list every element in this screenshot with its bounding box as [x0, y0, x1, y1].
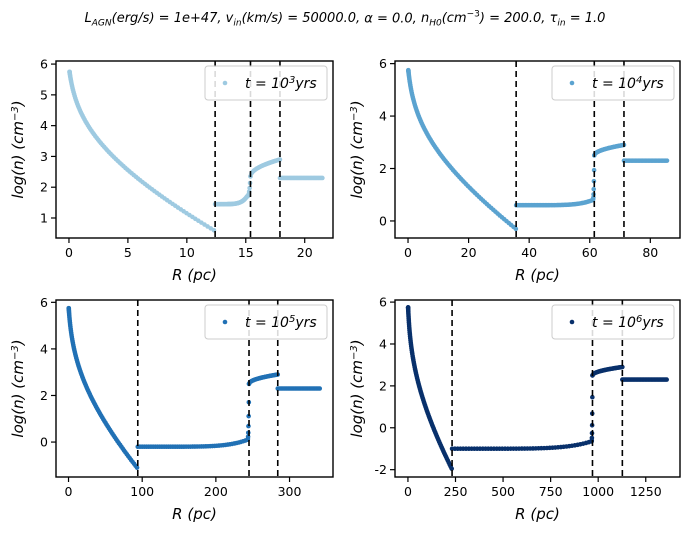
y-axis-label: log(n) (cm−3) — [9, 339, 27, 437]
title-n-h0: nH0(cm−3) = 200.0, — [420, 10, 550, 29]
x-tick-label: 0 — [65, 484, 73, 499]
panel-4: 0 250 500 750 1000 1250 -2 0 2 4 6 R (pc) log(n) (cm… — [348, 295, 681, 523]
legend-box — [204, 65, 328, 101]
x-tick-label: 0 — [404, 245, 412, 260]
panel-1: 0 5 10 15 20 1 2 3 4 5 6 R (pc) log(n) (cm−3) t = 103… — [9, 57, 334, 284]
panel-2: 0 20 40 60 80 0 2 4 6 R (pc) log(n) (cm−3) t = 104y… — [348, 56, 681, 284]
data-point — [591, 186, 597, 192]
y-axis-label: log(n) (cm−3) — [348, 100, 366, 198]
y-tick-label: 0 — [379, 420, 387, 435]
x-tick-label: 10 — [179, 245, 195, 260]
x-axis-label: R (pc) — [172, 505, 217, 523]
y-tick-label: 2 — [40, 180, 48, 195]
data-points — [66, 305, 323, 470]
data-point — [664, 158, 670, 163]
x-tick-label: 20 — [297, 245, 313, 260]
y-tick-label: 6 — [379, 56, 387, 71]
y-tick-label: 2 — [379, 161, 387, 176]
legend-box — [204, 304, 328, 340]
y-tick-label: 3 — [40, 149, 48, 164]
y-tick-label: 2 — [379, 378, 387, 393]
legend-label: t = 103yrs — [245, 75, 317, 93]
legend: t = 103yrs — [204, 65, 328, 101]
legend-label: t = 105yrs — [245, 314, 317, 332]
legend-marker — [222, 80, 228, 86]
figure-title: LAGN(erg/s) = 1e+47, vin(km/s) = 50000.0… — [0, 10, 690, 29]
x-tick-label: 250 — [444, 484, 468, 499]
x-tick-label: 40 — [521, 245, 537, 260]
x-axis-label: R (pc) — [515, 505, 560, 523]
y-tick-label: 6 — [40, 295, 48, 310]
axes-frame — [394, 299, 681, 478]
x-tick-label: 0 — [404, 484, 412, 499]
x-tick-label: 20 — [461, 245, 477, 260]
legend-marker — [569, 80, 575, 86]
legend-label: t = 104yrs — [592, 75, 664, 93]
data-point — [134, 465, 140, 470]
data-point — [513, 226, 519, 232]
x-tick-label: 80 — [642, 245, 658, 260]
data-points — [67, 69, 325, 233]
x-tick-label: 0 — [65, 245, 73, 260]
data-point — [591, 167, 597, 173]
legend: t = 104yrs — [551, 65, 675, 101]
y-tick-label: -2 — [375, 462, 387, 477]
data-point — [589, 435, 595, 441]
data-point — [620, 364, 625, 370]
title-l-agn: LAGN(erg/s) = 1e+47, — [84, 11, 226, 29]
y-axis-label: log(n) (cm−3) — [9, 100, 27, 198]
data-point — [590, 394, 595, 400]
x-tick-label: 500 — [491, 484, 515, 499]
y-tick-label: 1 — [40, 210, 48, 225]
data-point — [664, 377, 669, 382]
y-tick-label: 6 — [40, 57, 48, 72]
x-tick-label: 300 — [278, 484, 302, 499]
x-axis-label: R (pc) — [172, 266, 217, 284]
x-tick-label: 100 — [130, 484, 154, 499]
legend: t = 105yrs — [204, 304, 328, 340]
x-tick-label: 750 — [539, 484, 563, 499]
x-tick-label: 200 — [204, 484, 228, 499]
y-tick-label: 4 — [40, 341, 48, 356]
x-tick-label: 1250 — [630, 484, 662, 499]
data-point — [317, 386, 323, 391]
legend-marker — [222, 319, 228, 325]
axes-frame — [55, 60, 334, 239]
x-tick-label: 5 — [124, 245, 132, 260]
y-tick-label: 4 — [379, 109, 387, 124]
legend-box — [551, 304, 675, 340]
axes-frame — [394, 60, 681, 239]
title-tau-in: τin = 1.0 — [549, 11, 606, 29]
legend-box — [551, 65, 675, 101]
panel-3: 0 100 200 300 0 2 4 6 R (pc) log(n) (cm−3) t = 105… — [9, 295, 334, 523]
legend: t = 106yrs — [551, 304, 675, 340]
x-tick-label: 60 — [582, 245, 598, 260]
data-point — [277, 157, 283, 162]
x-axis-label: R (pc) — [515, 266, 560, 284]
y-tick-label: 4 — [379, 336, 387, 351]
x-tick-label: 15 — [238, 245, 254, 260]
y-tick-label: 0 — [40, 435, 48, 450]
axes-frame — [55, 299, 334, 478]
legend-label: t = 106yrs — [592, 314, 664, 332]
x-tick-label: 1000 — [582, 484, 614, 499]
title-v-in: vin(km/s) = 50000.0, — [225, 11, 365, 29]
data-point — [320, 175, 325, 181]
y-axis-label: log(n) (cm−3) — [348, 339, 366, 437]
legend-marker — [569, 319, 575, 325]
y-tick-label: 2 — [40, 388, 48, 403]
y-tick-label: 4 — [40, 118, 48, 133]
y-tick-label: 6 — [379, 295, 387, 310]
data-point — [449, 466, 455, 471]
y-tick-label: 5 — [40, 87, 48, 102]
y-tick-label: 0 — [379, 213, 387, 228]
title-alpha: α = 0.0, — [364, 11, 421, 27]
data-points — [406, 67, 670, 232]
